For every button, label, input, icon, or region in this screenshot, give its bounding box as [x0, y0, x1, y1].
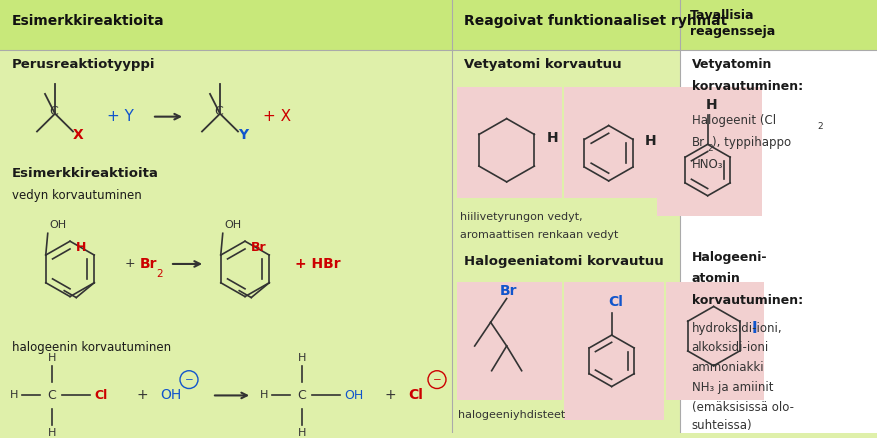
Text: H: H [48, 353, 56, 363]
Text: (emäksisissä olo-: (emäksisissä olo- [692, 401, 794, 414]
Text: 2: 2 [156, 269, 162, 279]
Text: Y: Y [238, 128, 248, 142]
Text: Cl: Cl [94, 389, 107, 402]
Text: Cl: Cl [408, 389, 423, 403]
Text: halogeeniyhdisteet: halogeeniyhdisteet [458, 410, 566, 420]
Text: H: H [546, 131, 559, 145]
Text: Vetyatomi korvautuu: Vetyatomi korvautuu [464, 58, 621, 71]
Text: Br: Br [251, 240, 267, 254]
Text: Halogeeni-: Halogeeni- [692, 251, 767, 264]
Text: −: − [185, 374, 193, 385]
Text: H: H [298, 353, 306, 363]
Text: Reagoivat funktionaaliset ryhmät: Reagoivat funktionaaliset ryhmät [464, 14, 727, 28]
Text: suhteissa): suhteissa) [692, 419, 752, 431]
Bar [457, 282, 561, 400]
Bar [0, 0, 877, 50]
Text: OH: OH [160, 389, 182, 403]
Text: ammoniakki: ammoniakki [692, 361, 764, 374]
Text: Br: Br [140, 257, 158, 271]
Text: atomin: atomin [692, 272, 740, 285]
Text: C: C [297, 389, 306, 402]
Text: X: X [73, 128, 83, 142]
Text: halogeenin korvautuminen: halogeenin korvautuminen [12, 342, 171, 354]
Bar [666, 282, 764, 400]
Text: aromaattisen renkaan vedyt: aromaattisen renkaan vedyt [460, 230, 618, 240]
Text: OH: OH [225, 220, 242, 230]
Text: +: + [136, 389, 148, 403]
Bar [457, 87, 561, 198]
Bar [680, 0, 877, 433]
Text: Br: Br [692, 136, 705, 149]
Text: I: I [752, 321, 757, 336]
Text: +: + [384, 389, 396, 403]
Text: H: H [76, 240, 86, 254]
Text: 2: 2 [817, 122, 824, 131]
Text: H: H [645, 134, 656, 148]
Text: Br: Br [500, 284, 517, 298]
Text: + Y: + Y [107, 109, 134, 124]
Text: + X: + X [263, 109, 291, 124]
Bar [564, 282, 664, 420]
Text: Esimerkkireaktioita: Esimerkkireaktioita [12, 166, 159, 180]
Text: H: H [10, 390, 18, 400]
Text: HNO₃: HNO₃ [692, 158, 724, 171]
Bar [564, 87, 659, 198]
Text: Tavallisia: Tavallisia [689, 9, 754, 22]
Text: Halogeenit (Cl: Halogeenit (Cl [692, 114, 776, 127]
Text: H: H [260, 390, 268, 400]
Text: C: C [47, 389, 56, 402]
Text: H: H [298, 428, 306, 438]
Text: Vetyatomin: Vetyatomin [692, 58, 772, 71]
Text: reagensseja: reagensseja [689, 25, 775, 38]
Text: +: + [125, 258, 139, 270]
Text: korvautuminen:: korvautuminen: [692, 294, 802, 307]
Text: Cl: Cl [609, 294, 623, 308]
Text: OH: OH [344, 389, 363, 402]
Text: korvautuminen:: korvautuminen: [692, 80, 802, 92]
Text: H: H [48, 428, 56, 438]
Text: C: C [50, 105, 59, 118]
Text: H: H [706, 98, 717, 112]
Text: Halogeeniatomi korvautuu: Halogeeniatomi korvautuu [464, 255, 663, 268]
Text: hydroksidi-ioni,: hydroksidi-ioni, [692, 321, 782, 335]
Text: Esimerkkireaktioita: Esimerkkireaktioita [12, 14, 165, 28]
Text: NH₃ ja amiinit: NH₃ ja amiinit [692, 381, 774, 394]
Text: + HBr: + HBr [295, 257, 340, 271]
Text: hiilivetyrungon vedyt,: hiilivetyrungon vedyt, [460, 212, 582, 223]
Text: C: C [215, 105, 224, 118]
Text: 2: 2 [708, 144, 713, 153]
Text: ), typpihappo: ), typpihappo [711, 136, 791, 149]
Text: alkoksidi-ioni: alkoksidi-ioni [692, 342, 769, 354]
Text: OH: OH [50, 220, 67, 230]
Text: Perusreaktiotyyppi: Perusreaktiotyyppi [12, 58, 155, 71]
Text: vedyn korvautuminen: vedyn korvautuminen [12, 189, 142, 202]
Text: −: − [432, 374, 441, 385]
Bar [657, 87, 761, 215]
